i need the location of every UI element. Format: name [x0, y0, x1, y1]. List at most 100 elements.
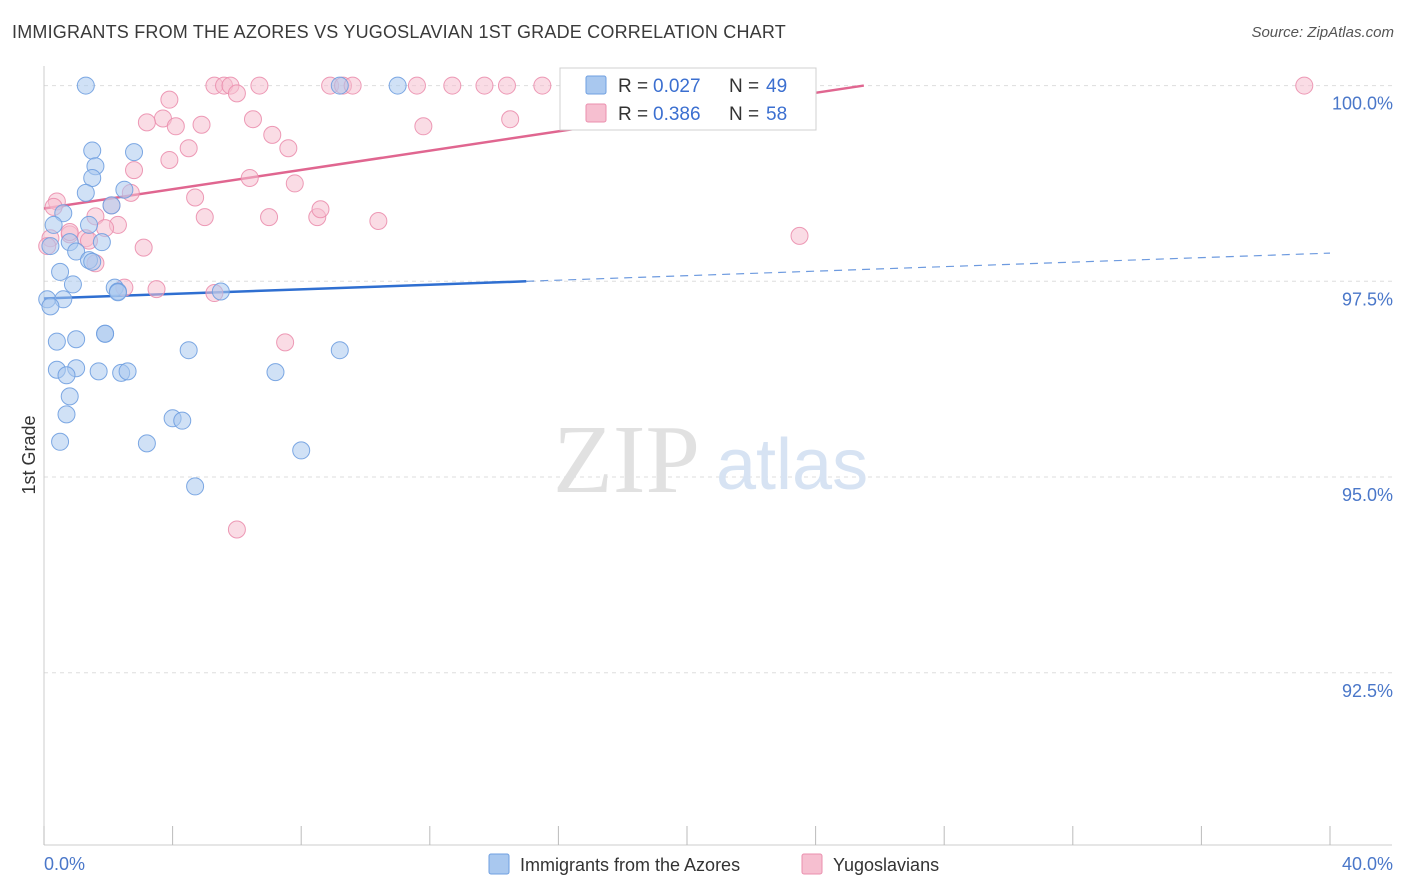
yugoslavian-point — [192, 115, 211, 134]
legend-swatch-yugoslavians — [585, 103, 607, 123]
azores-point — [83, 141, 102, 160]
legend-swatch-azores — [585, 75, 607, 95]
azores-point — [102, 196, 121, 215]
yugoslavian-point — [186, 188, 205, 207]
azores-point — [60, 387, 79, 406]
yugoslavian-point — [260, 208, 279, 227]
azores-point — [211, 282, 230, 301]
yugoslavian-point — [475, 76, 494, 95]
azores-point — [54, 204, 73, 223]
azores-point — [63, 275, 82, 294]
azores-point — [292, 441, 311, 460]
data-points — [38, 76, 1314, 539]
y-axis-title: 1st Grade — [19, 415, 39, 494]
azores-point — [115, 180, 134, 199]
yugoslavian-point — [147, 280, 166, 299]
series-legend-label-yugoslavians: Yugoslavians — [833, 855, 939, 875]
legend-n-value-azores: 49 — [766, 76, 787, 97]
yugoslavian-point — [533, 76, 552, 95]
stats-legend: R = 0.027 N = 49 R = 0.386 N = 58 — [559, 67, 817, 131]
azores-point — [76, 183, 95, 202]
y-tick-label: 97.5% — [1342, 289, 1393, 309]
x-tick-label-max: 40.0% — [1342, 854, 1393, 874]
yugoslavian-point — [179, 139, 198, 158]
yugoslavian-point — [250, 76, 269, 95]
azores-point — [330, 341, 349, 360]
azores-trend-line-extension — [526, 252, 1331, 282]
yugoslavian-point — [243, 110, 262, 129]
azores-point — [89, 362, 108, 381]
yugoslavian-point — [227, 84, 246, 103]
azores-point — [57, 366, 76, 385]
azores-point — [266, 363, 285, 382]
azores-point — [83, 168, 102, 187]
yugoslavian-point — [195, 208, 214, 227]
series-legend: Immigrants from the Azores Yugoslavians — [488, 853, 939, 875]
series-legend-label-azores: Immigrants from the Azores — [520, 855, 740, 875]
legend-r-label-yugoslavians: R = — [618, 104, 648, 125]
source-credit: Source: ZipAtlas.com — [1251, 24, 1394, 41]
azores-point — [76, 76, 95, 95]
legend-r-value-azores: 0.027 — [653, 76, 701, 97]
yugoslavian-point — [263, 125, 282, 144]
azores-point — [186, 477, 205, 496]
yugoslavian-point — [276, 333, 295, 352]
yugoslavian-point — [501, 110, 520, 129]
azores-point — [179, 341, 198, 360]
legend-n-label-yugoslavians: N = — [729, 104, 759, 125]
watermark-zip: ZIP — [553, 406, 700, 514]
yugoslavian-point — [160, 90, 179, 109]
azores-point — [41, 297, 60, 316]
yugoslavian-point — [137, 113, 156, 132]
azores-point — [47, 332, 66, 351]
y-tick-label: 92.5% — [1342, 681, 1393, 701]
azores-point — [108, 283, 127, 302]
yugoslavian-point — [125, 161, 144, 180]
yugoslavian-point — [160, 150, 179, 169]
legend-n-label-azores: N = — [729, 76, 759, 97]
yugoslavian-point — [285, 174, 304, 193]
chart-title: IMMIGRANTS FROM THE AZORES VS YUGOSLAVIA… — [12, 22, 786, 42]
azores-point — [51, 432, 70, 451]
azores-point — [173, 411, 192, 430]
azores-point — [57, 405, 76, 424]
series-legend-swatch-azores — [488, 853, 510, 875]
x-tick-labels: 0.0% 40.0% — [44, 854, 1393, 874]
watermark: ZIP atlas — [553, 406, 868, 514]
series-legend-swatch-yugoslavians — [801, 853, 823, 875]
azores-point — [388, 76, 407, 95]
azores-point — [330, 76, 349, 95]
x-tick-label-min: 0.0% — [44, 854, 85, 874]
azores-point — [41, 237, 60, 256]
azores-point — [80, 215, 99, 234]
y-tick-label: 95.0% — [1342, 485, 1393, 505]
azores-point — [51, 262, 70, 281]
yugoslavian-point — [1295, 76, 1314, 95]
azores-point — [83, 252, 102, 271]
yugoslavian-point — [279, 139, 298, 158]
azores-point — [92, 233, 111, 252]
yugoslavian-point — [240, 168, 259, 187]
y-tick-labels: 100.0% 97.5% 95.0% 92.5% — [1332, 94, 1393, 701]
yugoslavian-point — [166, 117, 185, 136]
azores-point — [125, 143, 144, 162]
yugoslavian-point — [443, 76, 462, 95]
legend-r-value-yugoslavians: 0.386 — [653, 104, 701, 125]
azores-point — [118, 362, 137, 381]
azores-point — [137, 434, 156, 453]
azores-point — [44, 215, 63, 234]
legend-r-label-azores: R = — [618, 76, 648, 97]
yugoslavian-point — [414, 117, 433, 136]
yugoslavian-point — [407, 76, 426, 95]
y-tick-label: 100.0% — [1332, 94, 1393, 114]
yugoslavian-point — [227, 520, 246, 539]
azores-point — [67, 242, 86, 261]
yugoslavian-point — [497, 76, 516, 95]
yugoslavian-point — [369, 212, 388, 231]
yugoslavian-point — [790, 226, 809, 245]
watermark-atlas: atlas — [716, 425, 868, 505]
yugoslavian-point — [134, 238, 153, 257]
legend-n-value-yugoslavians: 58 — [766, 104, 787, 125]
azores-point — [67, 330, 86, 349]
